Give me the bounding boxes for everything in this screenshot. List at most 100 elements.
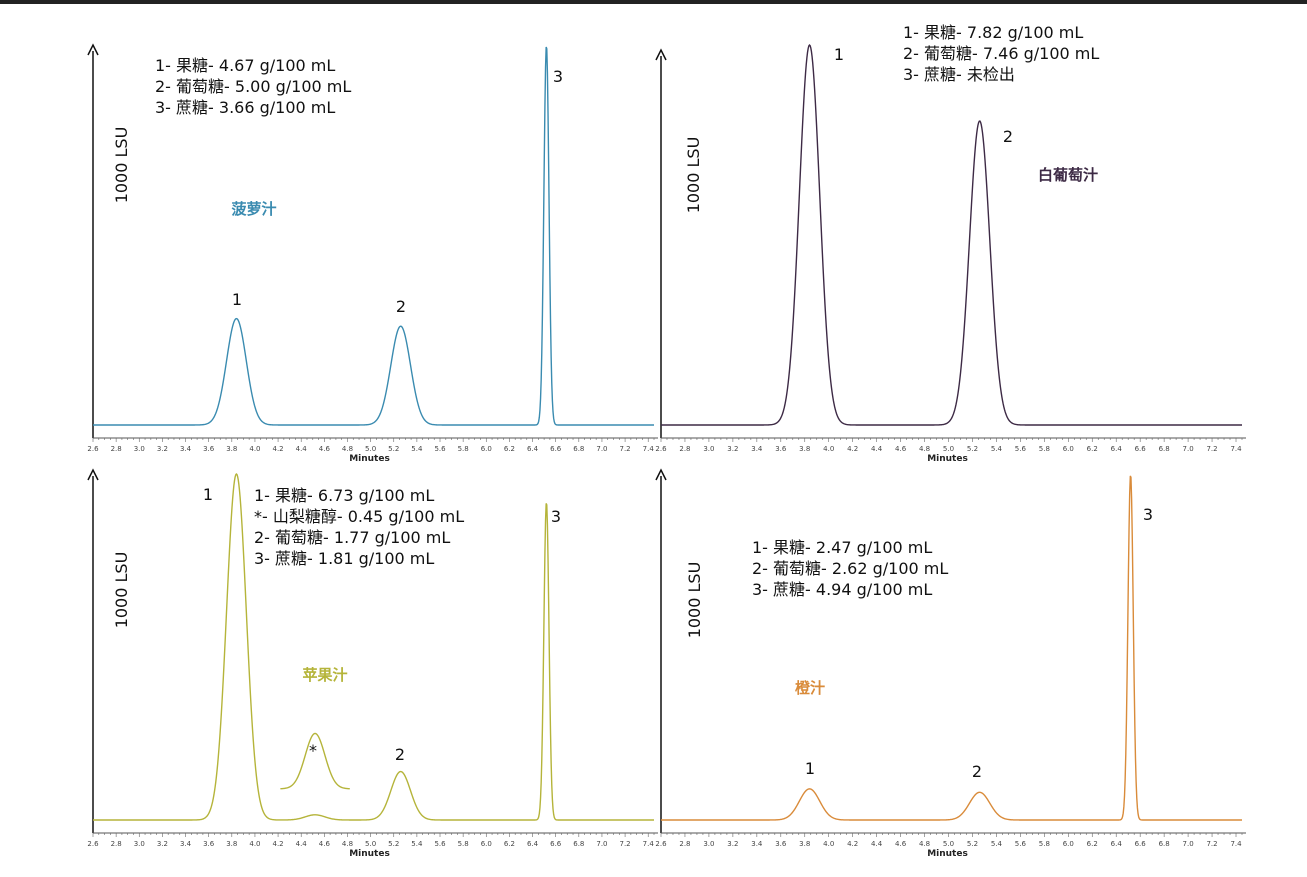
x-tick-label: 7.0 (1183, 445, 1194, 453)
legend-entry: 2- 葡萄糖- 1.77 g/100 mL (254, 528, 450, 547)
x-tick-label: 6.6 (1135, 840, 1147, 848)
x-tick-label: 7.2 (620, 445, 631, 453)
x-tick-label: 2.6 (87, 445, 99, 453)
x-tick-label: 4.8 (919, 445, 930, 453)
x-tick-label: 6.0 (1063, 445, 1074, 453)
x-tick-label: 6.2 (504, 445, 515, 453)
x-tick-label: 3.0 (134, 840, 145, 848)
x-tick-label: 6.4 (1111, 445, 1123, 453)
x-tick-label: 5.8 (1039, 840, 1050, 848)
x-tick-label: 2.8 (679, 840, 690, 848)
x-tick-label: 5.0 (943, 840, 954, 848)
x-tick-label: 4.4 (871, 445, 883, 453)
y-axis-label: 1000 LSU (685, 562, 704, 639)
x-tick-label: 6.0 (1063, 840, 1074, 848)
x-axis-label: Minutes (927, 849, 968, 859)
x-tick-label: 3.6 (203, 840, 215, 848)
legend-entry: 2- 葡萄糖- 7.46 g/100 mL (903, 44, 1099, 63)
x-tick-label: 6.4 (527, 445, 539, 453)
sample-name: 白葡萄汁 (1038, 166, 1098, 184)
x-tick-label: 3.2 (727, 840, 738, 848)
x-tick-label: 3.8 (799, 840, 810, 848)
x-tick-label: 7.4 (1230, 445, 1242, 453)
peak-label: 3 (551, 507, 561, 526)
x-tick-label: 5.6 (1015, 445, 1027, 453)
chromatogram-trace (661, 475, 1242, 821)
x-tick-label: 4.4 (296, 840, 308, 848)
chromatogram-trace (661, 43, 1242, 426)
legend-entry: 3- 蔗糖- 未检出 (903, 65, 1015, 84)
x-tick-label: 4.6 (319, 445, 331, 453)
x-tick-label: 7.2 (620, 840, 631, 848)
sample-name: 苹果汁 (302, 666, 347, 684)
x-tick-label: 7.4 (1230, 840, 1242, 848)
x-tick-label: 6.8 (1159, 840, 1170, 848)
sample-name: 菠萝汁 (231, 200, 276, 218)
x-tick-label: 3.0 (134, 445, 145, 453)
sorbitol-inset-trace (280, 732, 350, 790)
x-tick-label: 4.2 (847, 445, 858, 453)
x-tick-label: 3.6 (203, 445, 215, 453)
x-tick-label: 4.6 (319, 840, 331, 848)
x-tick-label: 5.0 (365, 840, 376, 848)
chromatogram-trace (93, 472, 654, 821)
x-tick-label: 3.2 (157, 445, 168, 453)
x-tick-label: 3.4 (751, 840, 763, 848)
x-tick-label: 6.8 (573, 445, 584, 453)
y-axis-label: 1000 LSU (112, 127, 131, 204)
x-tick-label: 6.8 (1159, 445, 1170, 453)
x-tick-label: 5.6 (434, 840, 446, 848)
x-tick-label: 7.0 (596, 840, 607, 848)
x-tick-label: 6.6 (550, 840, 562, 848)
x-tick-label: 4.0 (823, 840, 834, 848)
x-tick-label: 3.0 (703, 840, 714, 848)
x-tick-label: 4.4 (296, 445, 308, 453)
x-tick-label: 3.4 (180, 840, 192, 848)
x-tick-label: 3.4 (751, 445, 763, 453)
x-tick-label: 7.0 (596, 445, 607, 453)
x-tick-label: 3.6 (775, 445, 787, 453)
legend-entry: 2- 葡萄糖- 5.00 g/100 mL (155, 77, 351, 96)
y-axis-label: 1000 LSU (112, 552, 131, 629)
x-tick-label: 5.0 (365, 445, 376, 453)
legend-entry: 3- 蔗糖- 4.94 g/100 mL (752, 580, 932, 599)
x-tick-label: 4.0 (823, 445, 834, 453)
x-tick-label: 3.8 (799, 445, 810, 453)
x-tick-label: 2.6 (87, 840, 99, 848)
x-tick-label: 5.8 (458, 840, 469, 848)
legend-entry: 1- 果糖- 6.73 g/100 mL (254, 486, 434, 505)
peak-label: 2 (1003, 127, 1013, 146)
chromatogram-trace (93, 46, 654, 426)
top-border (0, 0, 1307, 4)
x-tick-label: 4.6 (895, 840, 907, 848)
x-tick-label: 4.8 (342, 840, 353, 848)
legend-entry: *- 山梨糖醇- 0.45 g/100 mL (254, 507, 464, 526)
x-axis-label: Minutes (349, 849, 390, 859)
x-tick-label: 5.2 (388, 445, 399, 453)
x-tick-label: 3.6 (775, 840, 787, 848)
x-tick-label: 4.4 (871, 840, 883, 848)
x-tick-label: 4.0 (249, 840, 260, 848)
x-tick-label: 4.8 (919, 840, 930, 848)
x-tick-label: 3.4 (180, 445, 192, 453)
x-tick-label: 6.2 (1087, 445, 1098, 453)
peak-label: 1 (232, 290, 242, 309)
chart-panel-2: 2.6 2.8 3.0 3.2 3.4 3.6 3.8 4.0 4.2 4.4 4.6 4.8 5.0 5… (655, 23, 1246, 464)
x-tick-label: 4.2 (273, 445, 284, 453)
x-tick-label: 6.8 (573, 840, 584, 848)
x-tick-label: 5.2 (388, 840, 399, 848)
x-tick-label: 7.2 (1206, 840, 1217, 848)
x-tick-label: 5.6 (1015, 840, 1027, 848)
chart-panel-4: 2.6 2.8 3.0 3.2 3.4 3.6 3.8 4.0 4.2 4.4 4.6 4.8 5.0 5… (655, 468, 1246, 859)
peak-label: 2 (396, 297, 406, 316)
x-tick-label: 4.6 (895, 445, 907, 453)
x-tick-label: 6.4 (527, 840, 539, 848)
x-tick-label: 3.8 (226, 445, 237, 453)
y-axis-arrow (87, 468, 99, 481)
x-tick-label: 7.0 (1183, 840, 1194, 848)
x-tick-label: 4.8 (342, 445, 353, 453)
x-tick-label: 5.4 (991, 840, 1003, 848)
x-tick-label: 6.2 (1087, 840, 1098, 848)
peak-label: 1 (834, 45, 844, 64)
